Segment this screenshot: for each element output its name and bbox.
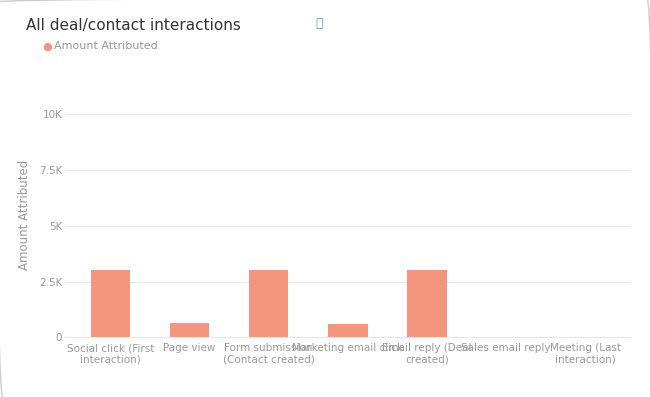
Text: All deal/contact interactions: All deal/contact interactions bbox=[26, 18, 241, 33]
Text: Amount Attributed: Amount Attributed bbox=[54, 41, 158, 51]
Bar bbox=[249, 270, 289, 337]
Text: ⓘ: ⓘ bbox=[315, 17, 323, 30]
Y-axis label: Amount Attributed: Amount Attributed bbox=[18, 159, 31, 270]
Text: ●: ● bbox=[42, 42, 52, 52]
Bar bbox=[407, 270, 447, 337]
Bar bbox=[328, 324, 367, 337]
Bar bbox=[170, 323, 209, 337]
Bar bbox=[91, 270, 130, 337]
